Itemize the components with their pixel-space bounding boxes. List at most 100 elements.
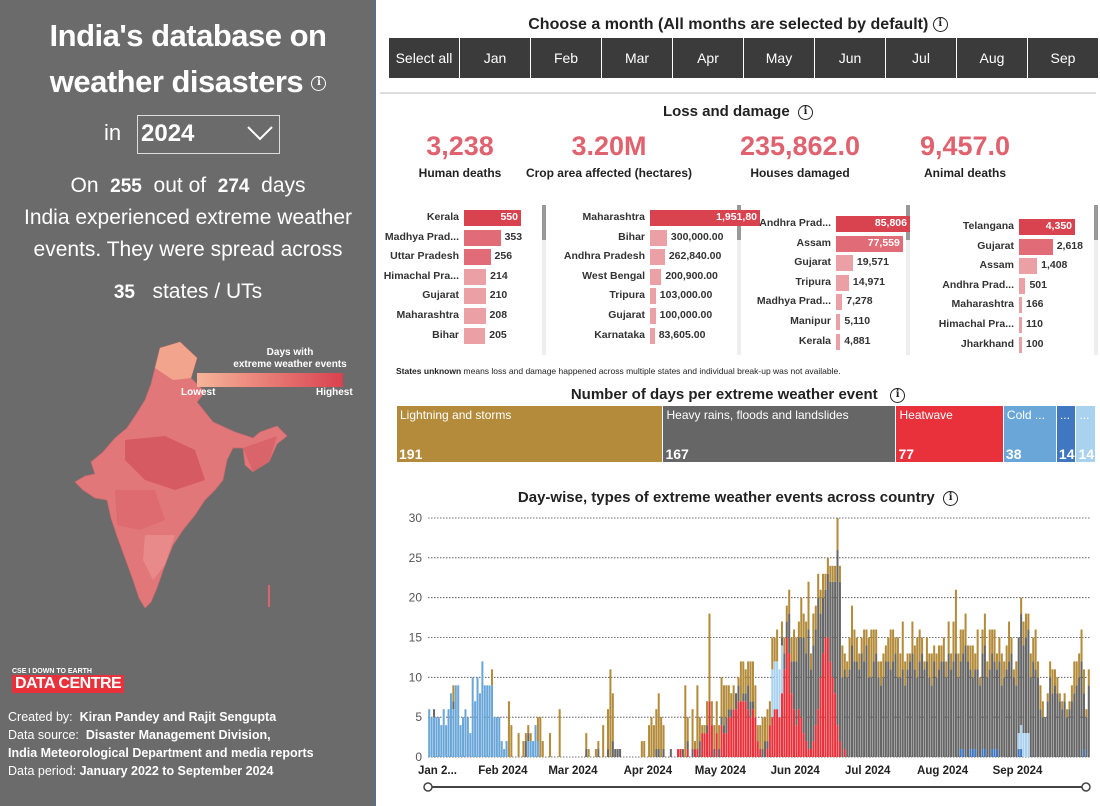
bar-rain[interactable]	[788, 613, 791, 654]
bar-cold[interactable]	[469, 733, 472, 757]
bar-lightning[interactable]	[739, 661, 742, 702]
bar-heat[interactable]	[834, 693, 837, 757]
bar-heat[interactable]	[824, 637, 827, 758]
bar-heat[interactable]	[677, 749, 680, 757]
bar-rain[interactable]	[1061, 709, 1064, 757]
bar-rain[interactable]	[923, 669, 926, 757]
event-tile[interactable]: Cold ... 38	[1003, 406, 1057, 462]
bar-rain[interactable]	[988, 669, 991, 757]
bar-rain[interactable]	[959, 661, 962, 750]
bar-rain[interactable]	[1068, 709, 1071, 757]
bar-cold[interactable]	[493, 717, 496, 757]
bar-lightning[interactable]	[749, 661, 752, 702]
bar-rain[interactable]	[875, 653, 878, 757]
bar-cold[interactable]	[481, 661, 484, 757]
bar-rain[interactable]	[817, 597, 820, 710]
bar-rain[interactable]	[863, 661, 866, 757]
bar-lightning[interactable]	[602, 725, 605, 757]
bar-lightning[interactable]	[838, 565, 841, 582]
bar-lightning[interactable]	[693, 741, 696, 750]
bar-other-dark[interactable]	[1020, 749, 1023, 757]
bar-rain[interactable]	[826, 573, 829, 638]
bar-lightning[interactable]	[776, 629, 779, 662]
bar-lightning[interactable]	[718, 725, 721, 750]
bar-lightning[interactable]	[652, 725, 655, 757]
bar-heat[interactable]	[749, 717, 752, 757]
bar-heat[interactable]	[708, 701, 711, 757]
bar-rain[interactable]	[819, 613, 822, 678]
bar-lightning[interactable]	[855, 637, 858, 662]
bar-rain[interactable]	[797, 637, 800, 710]
bar-rain[interactable]	[894, 653, 897, 757]
bar-rain[interactable]	[1039, 709, 1042, 757]
bar-heat[interactable]	[725, 733, 728, 757]
bar-lightning[interactable]	[706, 701, 709, 726]
bar-lightning[interactable]	[1020, 597, 1023, 614]
bar-lightning[interactable]	[788, 589, 791, 614]
bar-rain[interactable]	[657, 749, 660, 757]
bar-heat[interactable]	[679, 749, 682, 757]
bar-rain[interactable]	[872, 661, 875, 757]
month-button-select-all[interactable]: Select all	[389, 38, 459, 78]
bar-lightning[interactable]	[1070, 685, 1073, 702]
bar-heat[interactable]	[732, 709, 735, 757]
bar-other-dark[interactable]	[969, 749, 972, 757]
bar-rain[interactable]	[527, 733, 530, 742]
bar-cold[interactable]	[428, 709, 431, 757]
bar-lightning[interactable]	[701, 725, 704, 734]
bar-rain[interactable]	[1010, 653, 1013, 757]
bar-lightning[interactable]	[725, 685, 728, 718]
bar-rain[interactable]	[892, 661, 895, 757]
bar-rain[interactable]	[619, 749, 622, 757]
bar-other-light[interactable]	[778, 669, 781, 718]
list-item[interactable]: Andhra Prad... 85,806	[711, 216, 910, 233]
bar-lightning[interactable]	[807, 581, 810, 630]
bar-lightning[interactable]	[1051, 669, 1054, 694]
bar-rain[interactable]	[611, 741, 614, 757]
bar-other-dark[interactable]	[1017, 749, 1020, 757]
bar-rain[interactable]	[964, 645, 967, 757]
bar-rain[interactable]	[1046, 701, 1049, 757]
bar-lightning[interactable]	[809, 653, 812, 670]
bar-lightning[interactable]	[657, 693, 660, 750]
bar-rain[interactable]	[1051, 693, 1054, 757]
bar-cold[interactable]	[454, 685, 457, 757]
bar-lightning[interactable]	[904, 661, 907, 686]
bar-heat[interactable]	[785, 637, 788, 758]
bar-rain[interactable]	[843, 669, 846, 750]
bar-lightning[interactable]	[1034, 629, 1037, 670]
bar-lightning[interactable]	[785, 605, 788, 622]
bar-rain[interactable]	[795, 661, 798, 726]
bar-rain[interactable]	[974, 669, 977, 750]
bar-lightning[interactable]	[959, 629, 962, 662]
bar-rain[interactable]	[896, 677, 899, 757]
month-button-apr[interactable]: Apr	[673, 38, 743, 78]
bar-rain[interactable]	[452, 701, 455, 710]
bar-lightning[interactable]	[611, 693, 614, 742]
bar-rain[interactable]	[916, 677, 919, 757]
bar-rain[interactable]	[995, 669, 998, 750]
bar-lightning[interactable]	[899, 653, 902, 678]
event-tile[interactable]: Lightning and storms 191	[397, 406, 664, 462]
bar-lightning[interactable]	[962, 629, 965, 654]
bar-lightning[interactable]	[539, 717, 542, 757]
bar-lightning[interactable]	[1073, 661, 1076, 694]
bar-lightning[interactable]	[950, 653, 953, 670]
bar-lightning[interactable]	[800, 597, 803, 638]
bar-heat[interactable]	[742, 701, 745, 757]
bar-rain[interactable]	[1017, 637, 1020, 734]
bar-lightning[interactable]	[933, 645, 936, 662]
bar-rain[interactable]	[899, 677, 902, 757]
bar-rain[interactable]	[940, 661, 943, 757]
bar-rain[interactable]	[761, 749, 764, 757]
bar-lightning[interactable]	[1046, 693, 1049, 702]
bar-lightning[interactable]	[945, 661, 948, 678]
bar-rain[interactable]	[737, 685, 740, 702]
bar-heat[interactable]	[696, 749, 699, 757]
bar-lightning[interactable]	[983, 613, 986, 646]
bar-lightning[interactable]	[1053, 669, 1056, 686]
bar-rain[interactable]	[809, 669, 812, 750]
bar-rain[interactable]	[720, 717, 723, 726]
bar-lightning[interactable]	[1075, 661, 1078, 686]
bar-rain[interactable]	[433, 709, 436, 718]
